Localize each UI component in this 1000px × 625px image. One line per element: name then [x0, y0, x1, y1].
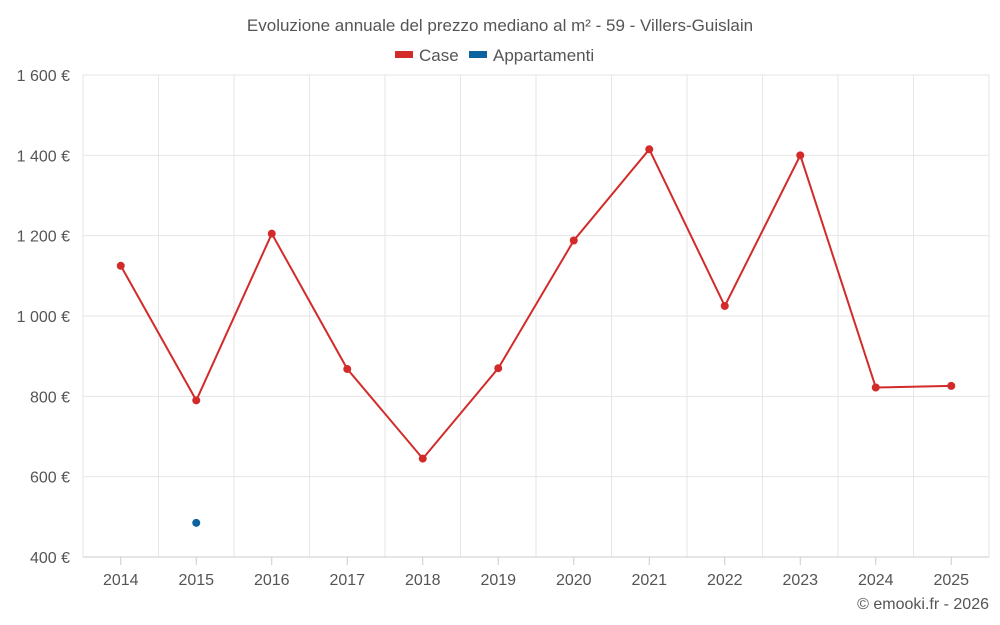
- x-tick-label: 2015: [178, 572, 214, 589]
- data-point-appartamenti[interactable]: [192, 518, 201, 527]
- series: [116, 145, 956, 527]
- legend-label-appartamenti: Appartamenti: [493, 46, 594, 65]
- y-tick-label: 800 €: [30, 389, 70, 406]
- legend-item-appartamenti[interactable]: Appartamenti: [469, 46, 594, 65]
- data-point-case[interactable]: [645, 145, 654, 154]
- series-line-case: [119, 147, 952, 461]
- x-tick-label: 2019: [480, 572, 516, 589]
- x-tick-label: 2014: [103, 572, 139, 589]
- x-tick-label: 2020: [556, 572, 592, 589]
- data-point-case[interactable]: [192, 396, 201, 405]
- y-tick-label: 400 €: [30, 550, 70, 567]
- legend: Case Appartamenti: [395, 46, 594, 65]
- legend-label-case: Case: [419, 46, 459, 65]
- data-point-case[interactable]: [418, 454, 427, 463]
- x-tick-label: 2021: [631, 572, 667, 589]
- legend-swatch-case: [395, 51, 413, 58]
- x-tick-label: 2025: [933, 572, 969, 589]
- x-tick-label: 2018: [405, 572, 441, 589]
- series-case: [116, 145, 956, 463]
- x-tick-label: 2022: [707, 572, 743, 589]
- data-point-case[interactable]: [343, 365, 352, 374]
- data-point-case[interactable]: [720, 301, 729, 310]
- x-tick-label: 2024: [858, 572, 894, 589]
- legend-item-case[interactable]: Case: [395, 46, 459, 65]
- data-point-case[interactable]: [569, 236, 578, 245]
- data-point-case[interactable]: [116, 261, 125, 270]
- legend-swatch-appartamenti: [469, 51, 487, 58]
- grid: [82, 74, 990, 557]
- x-tick-label: 2023: [782, 572, 818, 589]
- axes: 400 € 600 € 800 € 1 000 € 1 200 € 1 400 € 1 60…: [17, 68, 989, 589]
- y-tick-label: 1 400 €: [17, 148, 70, 165]
- series-appartamenti: [192, 518, 201, 527]
- x-tick-label: 2017: [329, 572, 365, 589]
- y-tick-label: 1 000 €: [17, 309, 70, 326]
- y-tick-label: 1 200 €: [17, 229, 70, 246]
- data-point-case[interactable]: [494, 364, 503, 373]
- data-point-case[interactable]: [796, 151, 805, 160]
- data-point-case[interactable]: [267, 229, 276, 238]
- credit-text: © emooki.fr - 2026: [857, 596, 989, 613]
- chart-title: Evoluzione annuale del prezzo mediano al…: [247, 16, 753, 35]
- x-tick-label: 2016: [254, 572, 290, 589]
- y-tick-label: 1 600 €: [17, 68, 70, 85]
- y-tick-label: 600 €: [30, 470, 70, 487]
- data-point-case[interactable]: [871, 383, 880, 392]
- data-point-case[interactable]: [947, 381, 956, 390]
